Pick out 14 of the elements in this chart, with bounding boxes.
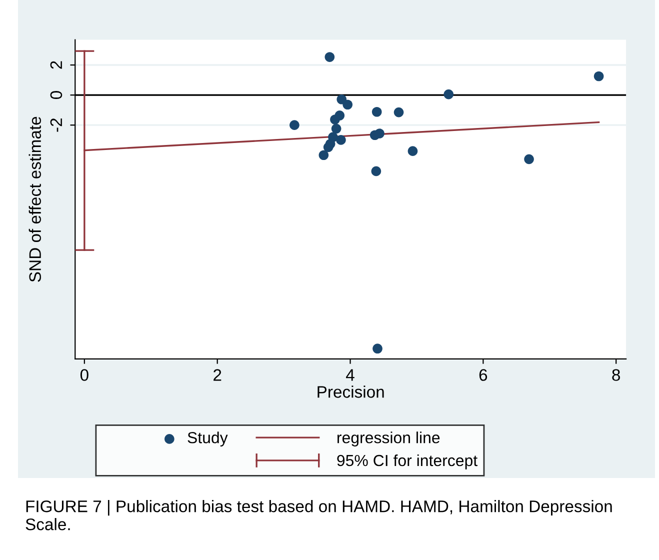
legend-label: 95% CI for intercept — [337, 454, 478, 470]
legend-label: regression line — [338, 432, 440, 446]
x-tick-label: 6 — [479, 369, 488, 381]
x-tick-label: 0 — [80, 369, 88, 381]
y-tick-label: 2 — [50, 61, 62, 69]
caption: FIGURE 7 | Publication bias test based on HAMD. HAMD, Hamilton Depression Scale. — [26, 500, 612, 530]
x-tick-label: 8 — [612, 369, 620, 381]
y-tick-label: -2 — [50, 118, 62, 132]
x-axis-title: Precision — [318, 386, 384, 398]
y-tick-label: 0 — [50, 91, 62, 100]
x-tick-label: 2 — [214, 369, 222, 381]
x-tick-label: 4 — [346, 369, 354, 381]
y-axis-title: SND of effect estimate — [28, 116, 42, 282]
legend-label: Study — [188, 432, 228, 446]
